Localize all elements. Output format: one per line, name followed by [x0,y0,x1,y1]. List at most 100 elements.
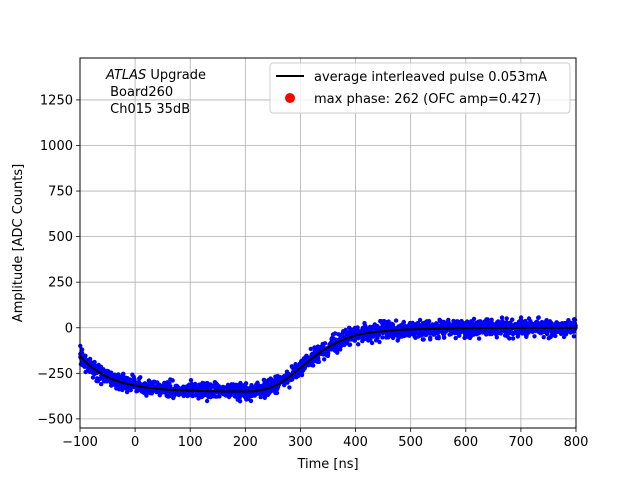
y-tick-label: 1250 [40,93,73,108]
sample-point [128,379,134,384]
sample-point [107,372,112,377]
sample-point [322,341,328,346]
y-tick-label: 1000 [40,139,73,154]
sample-point [190,393,195,399]
sample-point [454,330,459,336]
sample-point [384,335,389,340]
sample-point [457,333,462,338]
sample-point [194,386,199,391]
legend-entry-line: average interleaved pulse 0.053mA [314,70,547,85]
sample-point [343,327,348,333]
sample-point [207,386,213,391]
sample-point [330,339,335,345]
sample-point [151,379,156,385]
sample-point [518,317,524,322]
legend-box [269,62,571,114]
sample-point [200,381,205,386]
sample-point [396,335,401,341]
sample-point [308,346,313,352]
y-tick-label: −250 [37,367,73,382]
sample-point [275,385,281,390]
sample-point [451,318,456,324]
sample-point [510,317,515,322]
sample-point [426,319,431,325]
sample-point [236,383,241,388]
sample-point [270,378,275,383]
annotation-line-1: ATLAS Upgrade [105,68,206,83]
sample-point [125,376,130,381]
sample-point [146,378,152,383]
sample-point [287,385,292,390]
sample-point [366,338,371,343]
x-tick-label: 800 [564,435,589,450]
sample-point [196,396,201,401]
sample-point [251,392,256,397]
sample-point [346,332,351,338]
y-axis-label: Amplitude [ADC Counts] [11,164,26,322]
sample-point [536,315,541,320]
sample-point [373,332,379,338]
y-tick-label: 0 [65,321,73,336]
sample-point [380,335,385,340]
sample-point [95,379,101,384]
y-tick-label: −500 [37,412,73,427]
sample-point [441,334,447,340]
sample-point [476,336,482,341]
sample-point [165,394,171,399]
sample-point [187,391,192,397]
sample-point [274,390,280,396]
sample-point [499,323,504,328]
sample-point [97,366,102,372]
sample-point [205,380,210,386]
annotation-atlas: ATLAS [105,68,146,83]
sample-point [334,348,339,353]
plot-frame [79,57,577,429]
sample-point [515,329,520,335]
sample-point [532,334,537,339]
sample-point [377,339,382,345]
sample-point [142,381,147,386]
sample-point [283,380,289,385]
sample-point [465,319,470,324]
sample-point [267,382,272,387]
sample-point [400,332,405,337]
sample-point [377,325,383,331]
sample-point [476,319,481,324]
sample-point [103,378,108,383]
sample-point [453,335,458,341]
sample-point [510,336,516,341]
x-axis-label: Time [ns] [296,457,358,472]
sample-point [515,334,520,339]
sample-point [244,393,249,398]
sample-point [413,335,418,340]
sample-point [174,383,179,389]
sample-point [284,369,290,374]
sample-point [428,335,433,340]
sample-point [520,329,525,334]
sample-point [137,387,143,392]
sample-point [390,335,396,341]
sample-point [454,319,459,324]
sample-point [540,329,545,335]
sample-point [461,322,467,328]
sample-point [356,342,361,347]
sample-point [99,381,104,387]
legend-entry-marker: max phase: 262 (OFC amp=0.427) [314,92,541,107]
sample-point [322,357,327,362]
sample-point [310,351,316,357]
sample-point [421,332,426,337]
sample-point [476,329,482,334]
sample-point [565,322,570,327]
sample-point [541,335,546,340]
sample-point [188,378,194,383]
sample-point [554,330,559,335]
sample-point [450,322,455,327]
sample-point [206,392,212,397]
sample-point [144,393,149,398]
sample-point [417,324,422,329]
sample-point [420,321,425,326]
average-pulse-polyline [79,326,576,393]
sample-point [215,384,221,389]
sample-point [470,331,475,337]
sample-point [406,329,411,334]
